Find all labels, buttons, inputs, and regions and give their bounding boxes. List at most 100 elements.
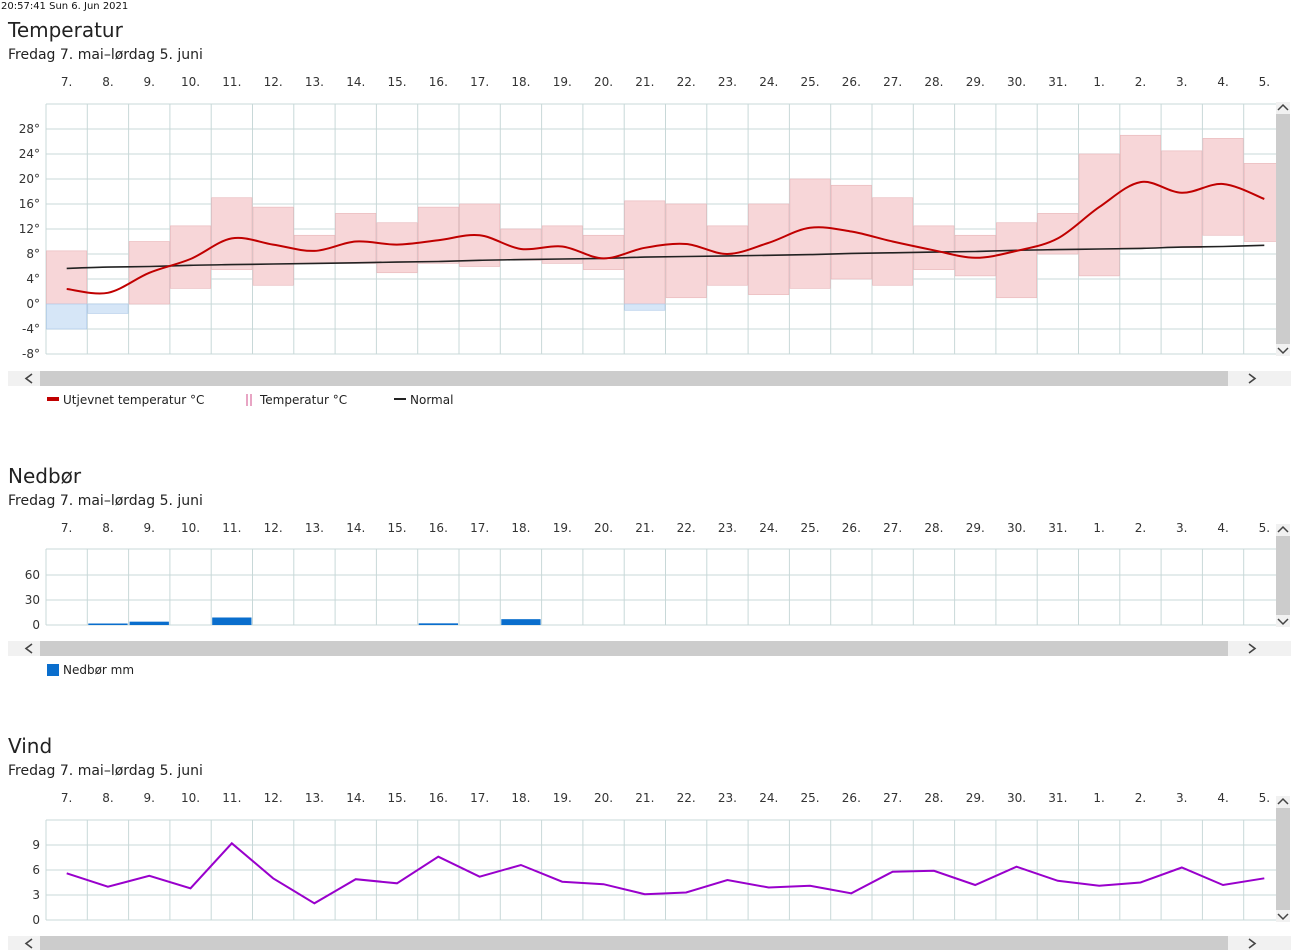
day-label: 7. xyxy=(61,521,72,535)
y-tick-label: 9 xyxy=(32,838,40,852)
day-label: 3. xyxy=(1176,521,1187,535)
day-label: 7. xyxy=(61,791,72,805)
day-label: 15. xyxy=(388,791,407,805)
day-label: 28. xyxy=(924,521,943,535)
day-label: 31. xyxy=(1048,75,1067,89)
legend-normal-label: Normal xyxy=(410,393,453,407)
horizontal-scrollbar-thumb[interactable] xyxy=(40,371,1228,386)
y-tick-label: 6 xyxy=(32,863,40,877)
day-label: 20. xyxy=(594,75,613,89)
horizontal-scrollbar-thumb[interactable] xyxy=(40,641,1228,656)
day-label: 21. xyxy=(635,521,654,535)
precipitation-chart: 7. 8. 9. 10. 11. 12. 13. 14. 15. 16. 17. 18. 19. 20. 2… xyxy=(8,521,1291,677)
scroll-left-icon[interactable] xyxy=(24,373,33,384)
day-label: 9. xyxy=(144,791,155,805)
y-tick-label: 3 xyxy=(32,888,40,902)
temp-range-bar xyxy=(1120,134,1161,249)
vertical-scrollbar-thumb[interactable] xyxy=(1276,808,1290,910)
scroll-down-icon[interactable] xyxy=(1277,347,1289,355)
day-label: 21. xyxy=(635,75,654,89)
day-label: 24. xyxy=(759,75,778,89)
temp-range-bar xyxy=(541,225,583,264)
vertical-scrollbar-thumb[interactable] xyxy=(1276,114,1290,344)
day-label: 13. xyxy=(305,791,324,805)
y-tick-label: 0 xyxy=(32,618,40,632)
day-label: 23. xyxy=(718,791,737,805)
precipitation-subtitle: Fredag 7. mai–lørdag 5. juni xyxy=(8,493,203,509)
scroll-right-icon[interactable] xyxy=(1248,643,1257,654)
day-label: 28. xyxy=(924,75,943,89)
day-label: 31. xyxy=(1048,791,1067,805)
day-label: 27. xyxy=(883,791,902,805)
y-tick-label: 20° xyxy=(19,172,40,186)
temperature-subtitle: Fredag 7. mai–lørdag 5. juni xyxy=(8,47,203,63)
day-label: 8. xyxy=(102,75,113,89)
day-label: 5. xyxy=(1259,521,1270,535)
day-label: 13. xyxy=(305,75,324,89)
precipitation-section: Nedbør Fredag 7. mai–lørdag 5. juni 7. 8.… xyxy=(0,464,1300,694)
temp-range-bar xyxy=(211,197,253,270)
temperature-section: Temperatur Fredag 7. mai–lørdag 5. juni … xyxy=(0,18,1300,418)
temp-range-bar xyxy=(335,213,377,264)
horizontal-scrollbar-thumb[interactable] xyxy=(40,936,1228,950)
y-tick-label: -4° xyxy=(22,322,40,336)
day-label: 25. xyxy=(801,75,820,89)
scroll-right-icon[interactable] xyxy=(1248,373,1257,384)
vertical-scrollbar-thumb[interactable] xyxy=(1276,536,1290,615)
temp-range-bar-cold xyxy=(46,303,88,330)
scroll-up-icon[interactable] xyxy=(1277,797,1289,805)
day-label: 15. xyxy=(388,521,407,535)
day-label: 9. xyxy=(144,521,155,535)
day-label: 26. xyxy=(842,75,861,89)
day-label: 23. xyxy=(718,521,737,535)
day-label: 12. xyxy=(264,791,283,805)
scroll-down-icon[interactable] xyxy=(1277,618,1289,626)
legend-smooth-swatch xyxy=(47,397,59,401)
temp-range-bar xyxy=(1078,153,1120,277)
y-tick-label: 8° xyxy=(26,247,40,261)
day-label: 19. xyxy=(553,521,572,535)
day-label: 24. xyxy=(759,521,778,535)
legend-precip-swatch xyxy=(47,664,59,676)
day-label: 2. xyxy=(1135,75,1146,89)
day-label: 16. xyxy=(429,791,448,805)
scroll-down-icon[interactable] xyxy=(1277,913,1289,921)
day-label: 7. xyxy=(61,75,72,89)
wind-title: Vind xyxy=(8,734,53,758)
day-label: 4. xyxy=(1217,791,1228,805)
scroll-left-icon[interactable] xyxy=(24,643,33,654)
temp-range-bar xyxy=(1161,150,1203,249)
temp-range-bar xyxy=(748,203,790,295)
day-label: 22. xyxy=(677,791,696,805)
day-label: 25. xyxy=(801,791,820,805)
precipitation-title: Nedbør xyxy=(8,464,82,488)
temp-range-bar-cold xyxy=(624,303,666,311)
legend-normal-swatch xyxy=(394,398,406,400)
day-label: 4. xyxy=(1217,75,1228,89)
wind-section: Vind Fredag 7. mai–lørdag 5. juni 7. 8. 9.… xyxy=(0,734,1300,950)
day-label: 30. xyxy=(1007,521,1026,535)
normal-line xyxy=(66,244,1265,270)
day-label: 20. xyxy=(594,791,613,805)
day-label: 13. xyxy=(305,521,324,535)
wind-chart: 7. 8. 9. 10. 11. 12. 13. 14. 15. 16. 17. 18. 19. 20. 2… xyxy=(8,791,1291,950)
day-label: 9. xyxy=(144,75,155,89)
precip-bar xyxy=(88,623,128,625)
day-label: 18. xyxy=(511,791,530,805)
day-label: 11. xyxy=(222,791,241,805)
y-tick-label: -8° xyxy=(22,347,40,361)
day-label: 16. xyxy=(429,75,448,89)
day-label: 25. xyxy=(801,521,820,535)
scroll-right-icon[interactable] xyxy=(1248,938,1257,949)
day-label: 23. xyxy=(718,75,737,89)
day-label: 14. xyxy=(346,791,365,805)
scroll-up-icon[interactable] xyxy=(1277,525,1289,533)
day-label: 30. xyxy=(1007,75,1026,89)
temp-range-bar xyxy=(665,203,707,299)
day-label: 24. xyxy=(759,791,778,805)
precip-bar xyxy=(212,617,252,625)
scroll-up-icon[interactable] xyxy=(1277,103,1289,111)
day-label: 5. xyxy=(1259,791,1270,805)
scroll-left-icon[interactable] xyxy=(24,938,33,949)
day-label: 18. xyxy=(511,75,530,89)
